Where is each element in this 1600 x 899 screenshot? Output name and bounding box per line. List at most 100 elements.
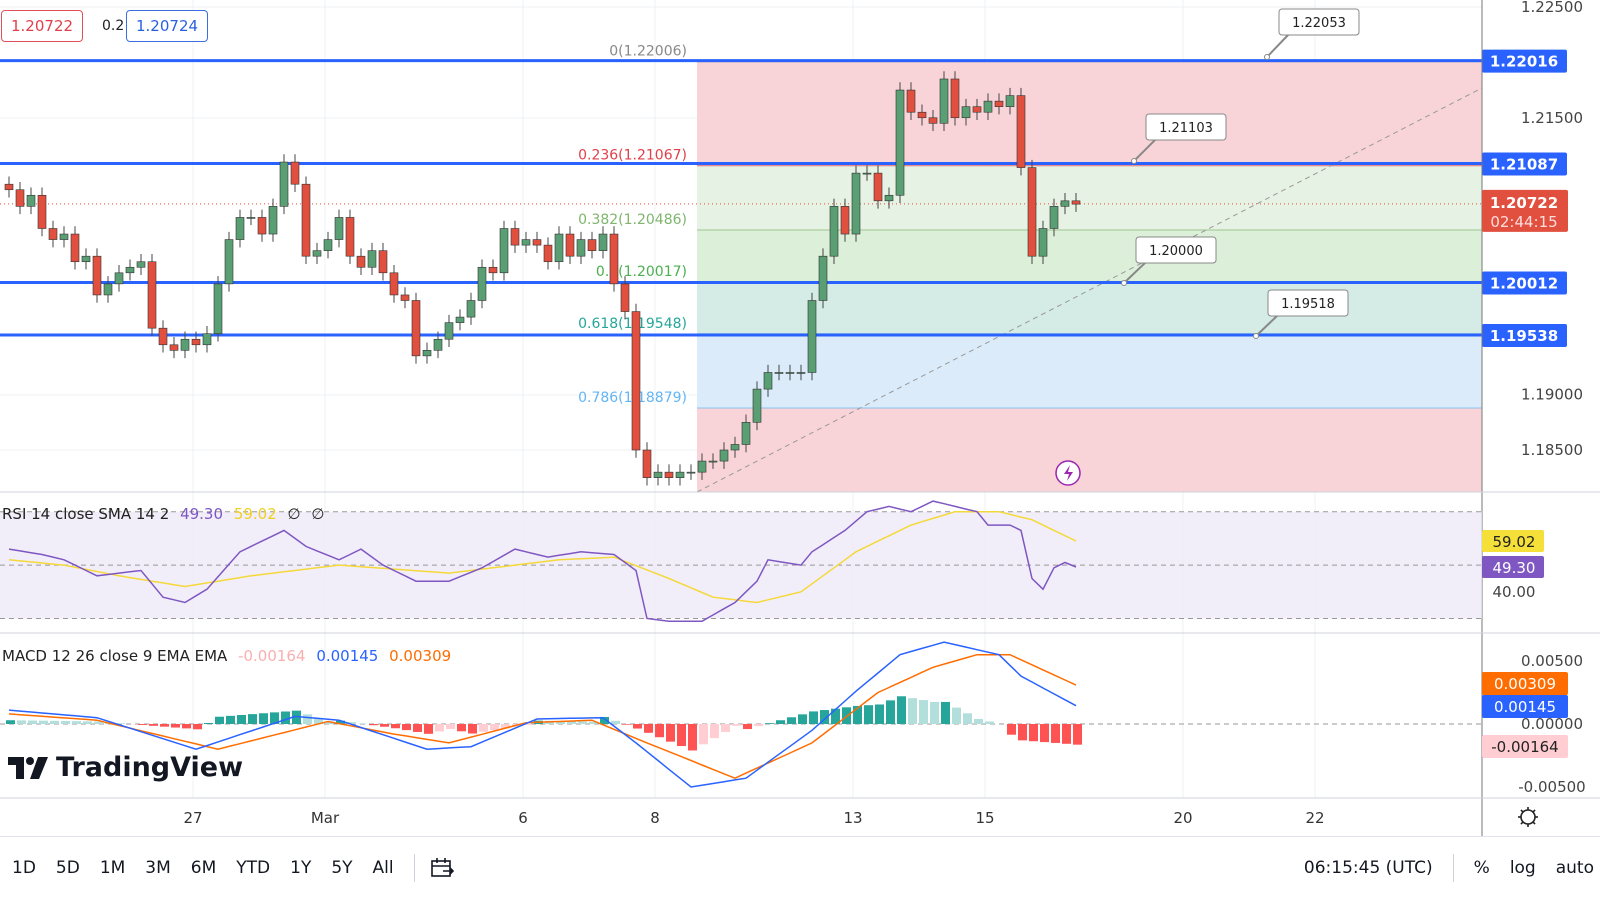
tradingview-logo[interactable]: TradingView: [8, 752, 243, 783]
percent-toggle[interactable]: %: [1473, 858, 1490, 878]
candle-body: [323, 239, 333, 251]
macd-histogram-bar: [820, 710, 829, 724]
buy-price-badge[interactable]: 1.20724: [126, 10, 209, 42]
rsi-legend[interactable]: RSI 14 close SMA 14 2 49.30 59.02 ∅ ∅: [2, 505, 330, 523]
auto-toggle[interactable]: auto: [1555, 858, 1594, 878]
callout-pointer: [1123, 261, 1147, 284]
date-range-icon[interactable]: [429, 857, 455, 879]
candle: [345, 209, 355, 264]
macd-histogram-bar: [413, 724, 422, 732]
macd-histogram-bar: [886, 700, 895, 724]
macd-histogram-bar: [281, 711, 290, 724]
candle-body: [928, 117, 938, 124]
candle-body: [895, 89, 905, 196]
macd-histogram-bar: [754, 724, 763, 727]
candle: [576, 231, 586, 264]
candle: [972, 98, 982, 120]
macd-histogram-bar: [897, 696, 906, 724]
divider: [1452, 854, 1454, 882]
candle: [1049, 198, 1059, 237]
candle-body: [4, 183, 14, 191]
candle: [92, 248, 102, 303]
settings-gear-icon[interactable]: [1518, 807, 1538, 827]
price-tick: 1.19000: [1521, 386, 1583, 404]
rsi-extra-1: ∅: [287, 505, 301, 523]
candle: [983, 93, 993, 120]
time-tick: 22: [1305, 809, 1324, 827]
candle: [4, 176, 14, 198]
macd-histogram-bar: [380, 724, 389, 727]
rsi-sma-axis-bg: [1482, 530, 1544, 553]
candle-body: [796, 372, 806, 374]
candle-body: [620, 283, 630, 312]
candle-body: [675, 471, 685, 478]
period-5y[interactable]: 5Y: [331, 858, 353, 878]
macd-histogram-bar: [556, 721, 565, 724]
callout-text: 1.19518: [1281, 297, 1335, 312]
candle-body: [422, 350, 432, 357]
candle-body: [345, 217, 355, 257]
candle-body: [587, 239, 597, 251]
gear-tooth: [1532, 809, 1536, 813]
candle: [103, 276, 113, 303]
rsi-tick: 40.00: [1493, 583, 1536, 601]
candle: [125, 259, 135, 281]
candle-body: [994, 100, 1004, 107]
candle-body: [136, 261, 146, 268]
time-tick: 27: [183, 809, 202, 827]
price-chart[interactable]: 0(1.22006) 0.236(1.21067) 0.382(1.20486) 0.…: [0, 0, 1600, 836]
time-tick: Mar: [311, 809, 340, 827]
candle-body: [499, 228, 509, 274]
macd-histogram-bar: [743, 724, 752, 730]
clock-time[interactable]: 06:15:45 (UTC): [1303, 858, 1433, 878]
trend-line: [696, 87, 1483, 493]
macd-histogram-bar: [259, 713, 268, 724]
sell-price-badge[interactable]: 1.20722: [1, 10, 84, 42]
candle-body: [851, 172, 861, 235]
candle-body: [917, 111, 927, 119]
price-axis-label: 1.21087: [1482, 152, 1567, 176]
period-6m[interactable]: 6M: [190, 858, 217, 878]
candle: [1060, 193, 1070, 215]
macd-legend[interactable]: MACD 12 26 close 9 EMA EMA -0.00164 0.00…: [2, 647, 457, 665]
callout-box: [1278, 8, 1360, 36]
log-toggle[interactable]: log: [1509, 858, 1536, 878]
macd-histogram-bar: [589, 721, 598, 724]
candle-body: [488, 266, 498, 274]
period-all[interactable]: All: [372, 858, 394, 878]
candle: [642, 442, 652, 486]
macd-histogram-bar: [809, 711, 818, 724]
candle-body: [785, 372, 795, 374]
candle-body: [510, 228, 520, 246]
period-3m[interactable]: 3M: [145, 858, 171, 878]
candle-body: [213, 283, 223, 335]
candle-body: [653, 471, 663, 478]
candle: [411, 292, 421, 364]
candle: [543, 237, 553, 270]
rsi-axis-label: 49.30: [1493, 559, 1536, 577]
period-ytd[interactable]: YTD: [236, 858, 271, 878]
macd-histogram-bar: [391, 724, 400, 729]
candle: [158, 320, 168, 353]
macd-histogram-bar: [732, 724, 741, 726]
gear-tooth: [1520, 809, 1524, 813]
period-1y[interactable]: 1Y: [290, 858, 312, 878]
period-1d[interactable]: 1D: [12, 858, 36, 878]
candle-body: [829, 206, 839, 257]
macd-histogram-bar: [490, 724, 499, 731]
candle-body: [378, 250, 388, 274]
period-5d[interactable]: 5D: [55, 858, 80, 878]
macd-histogram-bar: [1062, 724, 1071, 744]
gear-circle: [1520, 809, 1536, 825]
fib-zone-0.618: [697, 333, 1482, 409]
candle-body: [246, 217, 256, 219]
candle-body: [411, 300, 421, 357]
macd-histogram-bar: [1007, 724, 1016, 735]
fib-level-label: 0.236(1.21067): [578, 148, 687, 164]
candle: [235, 209, 245, 248]
period-1m[interactable]: 1M: [99, 858, 126, 878]
macd-tick: 0.00000: [1521, 715, 1583, 733]
fib-level-label: 0.382(1.20486): [578, 212, 687, 228]
candle-body: [48, 228, 58, 240]
macd-histogram-bar: [930, 701, 939, 724]
